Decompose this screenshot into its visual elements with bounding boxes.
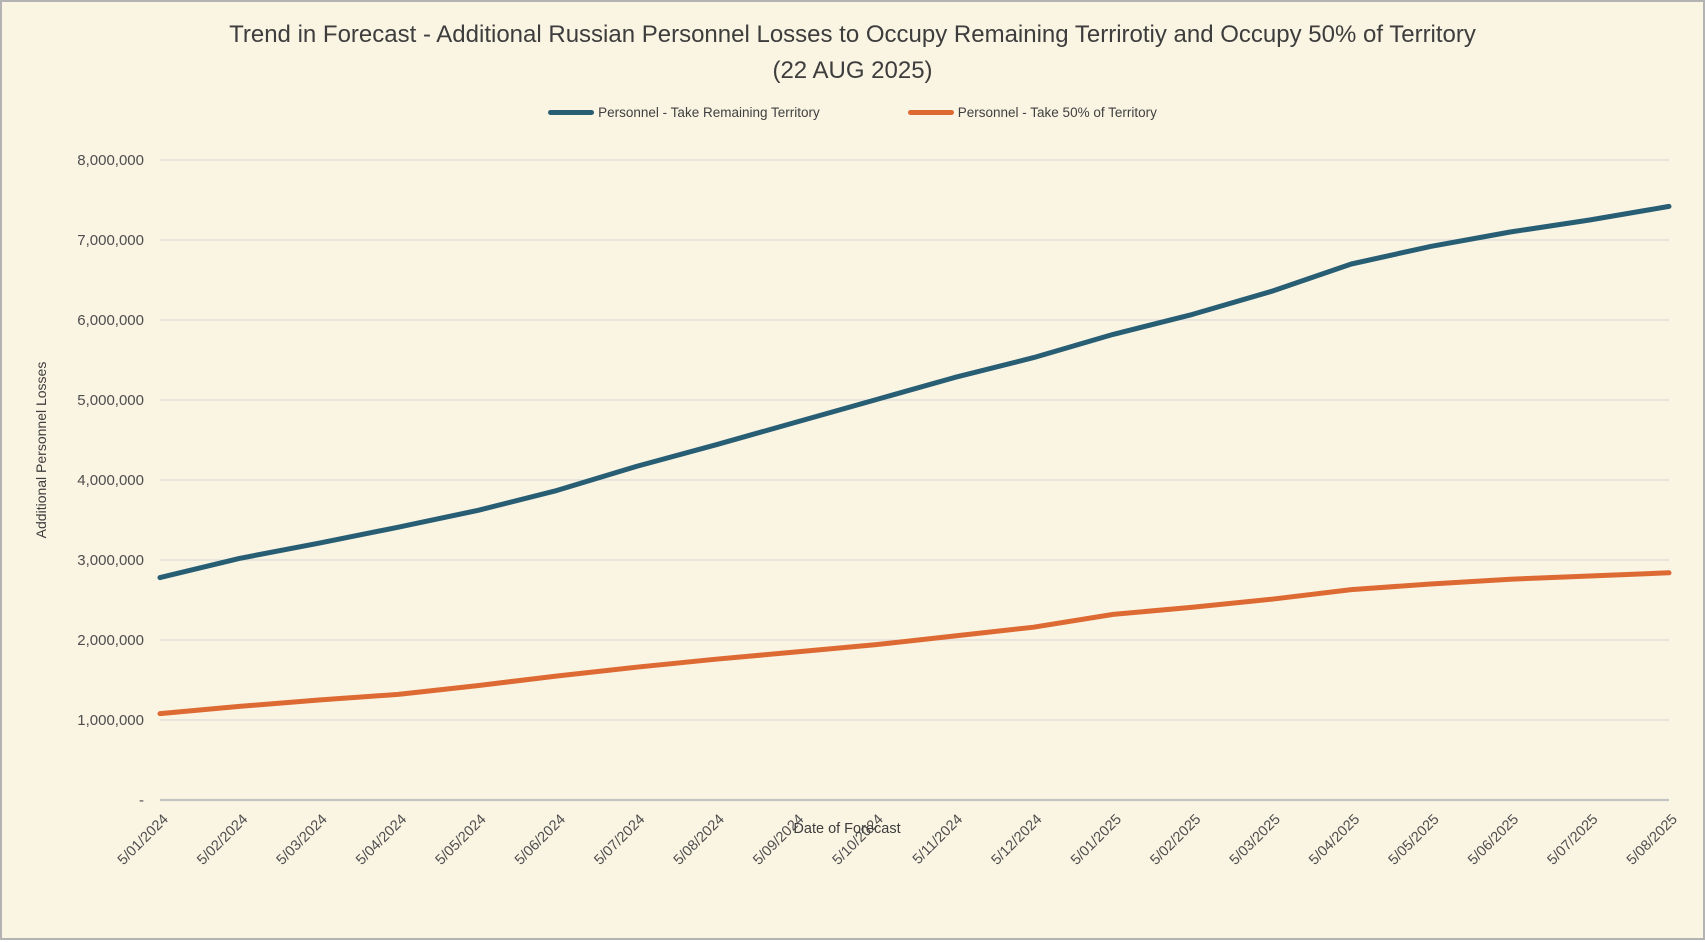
x-tick-label: 5/08/2024 <box>671 812 728 869</box>
y-axis-title: Additional Personnel Losses <box>33 362 49 539</box>
x-tick-label: 5/03/2024 <box>274 812 331 869</box>
series-line-50pct-territory <box>157 570 1672 717</box>
x-tick-label: 5/12/2024 <box>988 812 1045 869</box>
legend-label-50pct-territory: Personnel - Take 50% of Territory <box>957 105 1157 120</box>
x-tick-label: 5/02/2025 <box>1147 812 1204 869</box>
chart-title: Trend in Forecast - Additional Russian P… <box>2 17 1703 89</box>
chart-title-line2: (22 AUG 2025) <box>772 57 933 84</box>
y-tick-label: - <box>139 792 144 809</box>
gridlines <box>160 159 1669 802</box>
x-tick-label: 5/01/2025 <box>1068 812 1125 869</box>
legend-label-remaining-territory: Personnel - Take Remaining Territory <box>598 105 820 120</box>
x-tick-label: 5/05/2025 <box>1386 812 1443 869</box>
x-tick-label: 5/02/2024 <box>194 812 251 869</box>
x-tick-label: 5/07/2024 <box>591 812 648 869</box>
x-tick-label: 5/11/2024 <box>910 812 966 868</box>
legend: Personnel - Take Remaining Territory Per… <box>2 105 1703 120</box>
x-tick-label: 5/01/2024 <box>115 812 172 869</box>
x-tick-label: 5/03/2025 <box>1227 812 1284 869</box>
axis-tick-labels: - 1,000,000 2,000,000 3,000,000 4,000,000 5,0… <box>77 152 1681 868</box>
x-tick-label: 5/07/2025 <box>1544 812 1601 869</box>
x-tick-label: 5/04/2025 <box>1306 812 1363 869</box>
x-tick-label: 5/04/2024 <box>353 812 410 869</box>
y-tick-label: 6,000,000 <box>77 312 144 329</box>
x-tick-label: 5/06/2025 <box>1465 812 1522 869</box>
y-tick-label: 2,000,000 <box>77 632 144 649</box>
x-tick-label: 5/08/2025 <box>1624 812 1681 869</box>
legend-item-remaining-territory: Personnel - Take Remaining Territory <box>548 105 820 120</box>
series-line-remaining-territory <box>157 203 1672 581</box>
series-lines <box>157 203 1672 717</box>
y-tick-label: 4,000,000 <box>77 472 144 489</box>
y-tick-label: 3,000,000 <box>77 552 144 569</box>
x-tick-label: 5/06/2024 <box>512 812 569 869</box>
chart-title-line1: Trend in Forecast - Additional Russian P… <box>229 21 1476 48</box>
x-tick-label: 5/05/2024 <box>433 812 490 869</box>
x-axis-title: Date of Forecast <box>793 821 900 837</box>
y-tick-label: 1,000,000 <box>77 712 144 729</box>
y-tick-label: 8,000,000 <box>77 152 144 169</box>
y-tick-label: 5,000,000 <box>77 392 144 409</box>
legend-swatch-50pct-territory <box>907 110 954 115</box>
legend-item-50pct-territory: Personnel - Take 50% of Territory <box>907 105 1157 120</box>
y-tick-label: 7,000,000 <box>77 232 144 249</box>
legend-swatch-remaining-territory <box>548 110 595 115</box>
